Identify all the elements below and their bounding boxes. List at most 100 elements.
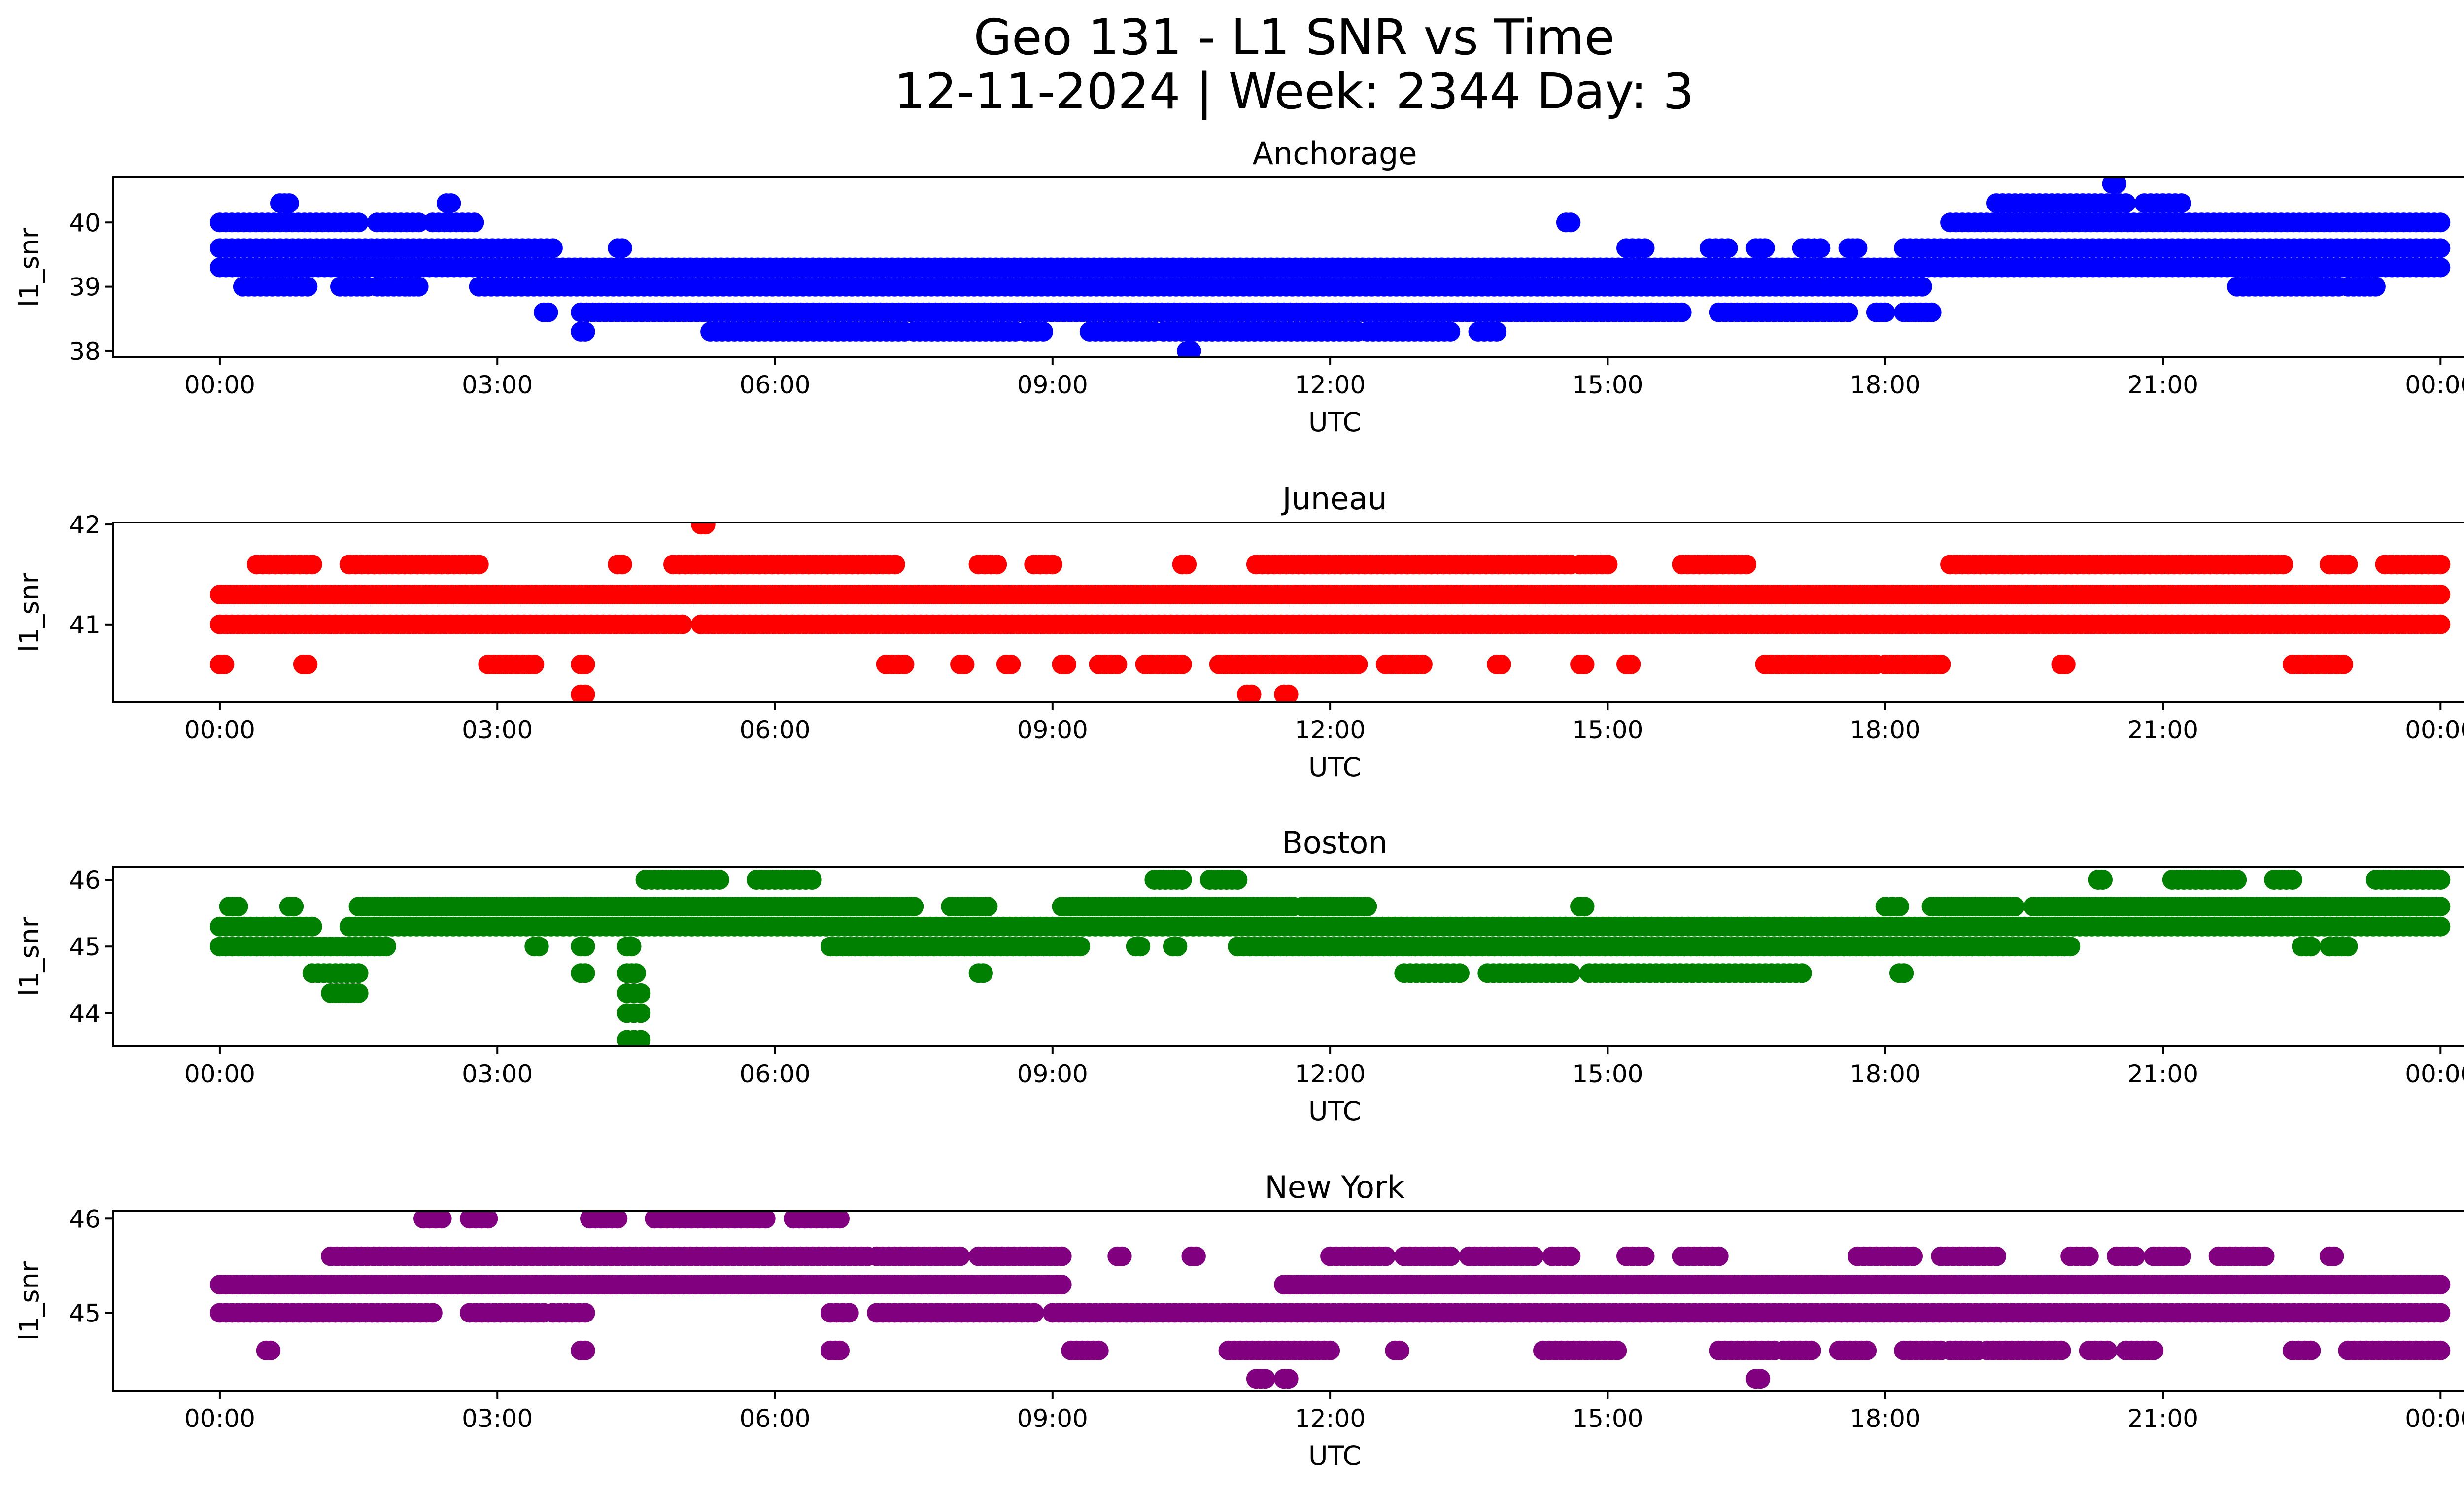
x-tick-label: 15:00 (1572, 1060, 1643, 1088)
data-point (2171, 1246, 2191, 1266)
data-point (2430, 585, 2451, 604)
data-point (1052, 1246, 1072, 1266)
data-point (1635, 1246, 1655, 1266)
data-point (1912, 277, 1932, 297)
data-point (2430, 1275, 2451, 1295)
y-tick-label: 40 (69, 209, 101, 237)
y-axis-label: l1_snr (14, 227, 45, 307)
data-point (2107, 177, 2127, 194)
data-point (279, 193, 299, 213)
plot-frame (112, 866, 2464, 1047)
x-tick-label: 18:00 (1850, 716, 1921, 744)
data-point (575, 321, 595, 342)
data-point (1621, 654, 1641, 674)
y-tick-label: 46 (69, 866, 101, 895)
data-point (1389, 1340, 1409, 1360)
x-tick-label: 12:00 (1295, 716, 1366, 744)
data-point (631, 1030, 651, 1046)
figure-title: Geo 131 - L1 SNR vs Time (974, 8, 1615, 66)
data-point (608, 1211, 628, 1229)
x-tick-label: 00:00 (2405, 716, 2464, 744)
data-point (1709, 1246, 1729, 1266)
x-tick-label: 00:00 (184, 1060, 255, 1088)
data-point (612, 238, 632, 258)
data-point (904, 897, 924, 917)
data-point (802, 870, 822, 890)
plot-frame (112, 176, 2464, 358)
data-point (1487, 321, 1507, 342)
subplot-boston: Boston 00:00 03:00 06:00 09:00 12:00 15:00 18:0… (14, 825, 2464, 1127)
y-tick-label: 44 (69, 999, 101, 1028)
x-tick-label: 15:00 (1572, 371, 1643, 399)
data-point (626, 963, 646, 983)
data-point (1172, 870, 1192, 890)
data-point (1607, 1340, 1627, 1360)
y-axis-label: l1_snr (14, 916, 45, 996)
data-point (2430, 1303, 2451, 1323)
data-point (709, 870, 729, 890)
data-point (469, 555, 489, 575)
data-point (1228, 870, 1248, 890)
data-point (524, 654, 545, 674)
data-point (1278, 684, 1299, 702)
x-tick-label: 21:00 (2127, 716, 2198, 744)
data-point (464, 212, 484, 233)
x-tick-label: 09:00 (1017, 1060, 1088, 1088)
data-point (422, 1303, 443, 1323)
data-point (1737, 555, 1757, 575)
x-tick-label: 00:00 (2405, 371, 2464, 399)
data-point (695, 522, 716, 535)
data-point (478, 1211, 498, 1229)
data-point (1561, 963, 1581, 983)
data-point (538, 302, 558, 322)
data-point (1278, 1369, 1299, 1389)
data-point (2093, 870, 2113, 890)
data-point (631, 983, 651, 1003)
data-point (2171, 193, 2191, 213)
data-point (1561, 1246, 1581, 1266)
subplot-anchorage: Anchorage 00:00 03:00 06:00 09:00 12:00 15:00 1… (14, 136, 2464, 438)
x-tick-label: 06:00 (739, 1060, 810, 1088)
y-tick-label: 45 (69, 1299, 101, 1327)
plot-frame (112, 1210, 2464, 1392)
data-point (575, 937, 595, 957)
x-axis-label: UTC (1308, 752, 1361, 783)
y-axis-label: l1_snr (14, 1261, 45, 1341)
data-point (1024, 1303, 1044, 1323)
data-point (1172, 654, 1192, 674)
data-point (1755, 238, 1775, 258)
y-tick-label: 46 (69, 1205, 101, 1233)
data-point (261, 1340, 281, 1360)
figure-subtitle: 12-11-2024 | Week: 2344 Day: 3 (894, 63, 1694, 120)
data-point (950, 1246, 970, 1266)
x-axis-label: UTC (1308, 407, 1361, 438)
x-tick-label: 06:00 (739, 371, 810, 399)
data-point (348, 983, 369, 1003)
data-point (1089, 1340, 1109, 1360)
data-point (1033, 321, 1053, 342)
data-point (1750, 1369, 1771, 1389)
subplot-juneau: Juneau 00:00 03:00 06:00 09:00 12:00 15:00 18:0… (14, 481, 2464, 783)
data-point (2301, 937, 2321, 957)
y-axis-label: l1_snr (14, 572, 45, 652)
data-point (1598, 555, 1618, 575)
x-tick-label: 21:00 (2127, 1060, 2198, 1088)
data-points (209, 1211, 2451, 1389)
subplot-panels: Anchorage 00:00 03:00 06:00 09:00 12:00 15:00 1… (14, 136, 2464, 1471)
data-point (1177, 555, 1197, 575)
data-point (987, 555, 1007, 575)
data-point (1052, 1275, 1072, 1295)
x-tick-label: 03:00 (462, 371, 533, 399)
data-point (1903, 1246, 1923, 1266)
x-tick-label: 12:00 (1295, 1060, 1366, 1088)
data-point (1635, 238, 1655, 258)
x-tick-label: 06:00 (739, 716, 810, 744)
data-point (2255, 1246, 2275, 1266)
data-point (2430, 257, 2451, 278)
x-tick-label: 18:00 (1850, 1404, 1921, 1433)
data-point (2125, 1246, 2145, 1266)
data-point (1491, 654, 1511, 674)
data-point (348, 212, 369, 233)
data-point (1561, 212, 1581, 233)
y-tick-label: 38 (69, 337, 101, 366)
